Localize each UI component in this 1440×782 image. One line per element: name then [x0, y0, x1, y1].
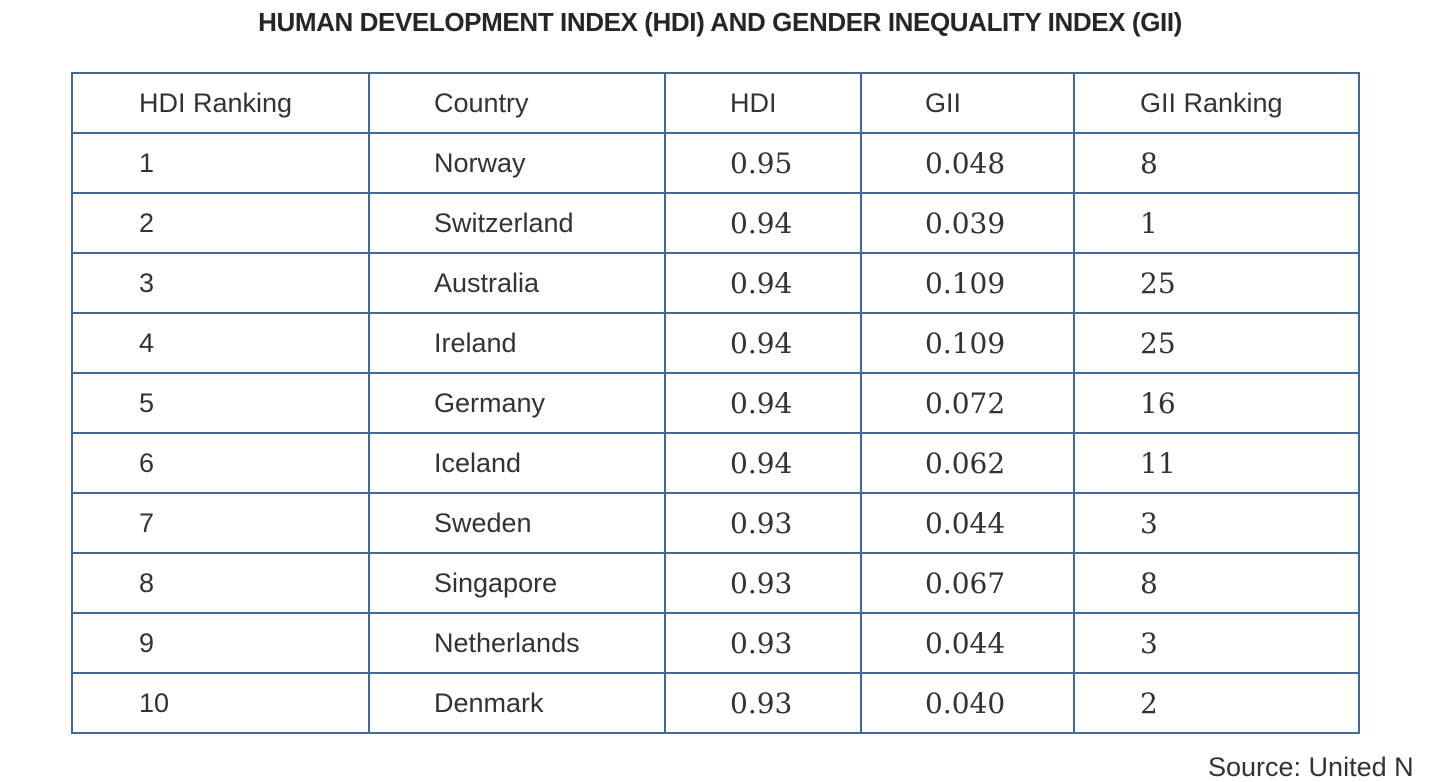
- gii-value-cell: 0.044: [860, 612, 1075, 674]
- hdi-ranking-cell: 3: [71, 252, 370, 314]
- hdi-value-cell: 0.94: [664, 192, 862, 254]
- column-header-gii: GII: [860, 72, 1075, 134]
- hdi-value-cell: 0.94: [664, 372, 862, 434]
- hdi-value-cell: 0.94: [664, 432, 862, 494]
- gii-value-cell: 0.067: [860, 552, 1075, 614]
- table-row: 9 Netherlands 0.93 0.044 3: [71, 612, 1360, 674]
- gii-ranking-cell: 8: [1073, 552, 1360, 614]
- country-cell: Netherlands: [368, 612, 666, 674]
- country-cell: Norway: [368, 132, 666, 194]
- country-cell: Switzerland: [368, 192, 666, 254]
- gii-value-cell: 0.048: [860, 132, 1075, 194]
- country-cell: Iceland: [368, 432, 666, 494]
- table-row: 2 Switzerland 0.94 0.039 1: [71, 192, 1360, 254]
- country-cell: Ireland: [368, 312, 666, 374]
- country-cell: Singapore: [368, 552, 666, 614]
- gii-ranking-cell: 3: [1073, 612, 1360, 674]
- gii-value-cell: 0.039: [860, 192, 1075, 254]
- country-cell: Germany: [368, 372, 666, 434]
- hdi-ranking-cell: 5: [71, 372, 370, 434]
- country-cell: Denmark: [368, 672, 666, 734]
- gii-ranking-cell: 25: [1073, 252, 1360, 314]
- table-row: 3 Australia 0.94 0.109 25: [71, 252, 1360, 314]
- hdi-value-cell: 0.93: [664, 492, 862, 554]
- column-header-gii-ranking: GII Ranking: [1073, 72, 1360, 134]
- table-row: 4 Ireland 0.94 0.109 25: [71, 312, 1360, 374]
- hdi-ranking-cell: 1: [71, 132, 370, 194]
- gii-ranking-cell: 1: [1073, 192, 1360, 254]
- gii-value-cell: 0.109: [860, 252, 1075, 314]
- hdi-ranking-cell: 9: [71, 612, 370, 674]
- hdi-ranking-cell: 6: [71, 432, 370, 494]
- hdi-ranking-cell: 2: [71, 192, 370, 254]
- hdi-value-cell: 0.94: [664, 312, 862, 374]
- hdi-gii-table: HDI Ranking Country HDI GII GII Ranking …: [71, 72, 1360, 734]
- hdi-value-cell: 0.94: [664, 252, 862, 314]
- gii-ranking-cell: 16: [1073, 372, 1360, 434]
- source-note: Source: United N: [1208, 752, 1414, 782]
- gii-value-cell: 0.040: [860, 672, 1075, 734]
- country-cell: Australia: [368, 252, 666, 314]
- hdi-value-cell: 0.93: [664, 612, 862, 674]
- table-row: 8 Singapore 0.93 0.067 8: [71, 552, 1360, 614]
- gii-ranking-cell: 3: [1073, 492, 1360, 554]
- table-row: 5 Germany 0.94 0.072 16: [71, 372, 1360, 434]
- table-title: HUMAN DEVELOPMENT INDEX (HDI) AND GENDER…: [258, 7, 1182, 37]
- hdi-value-cell: 0.93: [664, 672, 862, 734]
- table-row: 10 Denmark 0.93 0.040 2: [71, 672, 1360, 734]
- gii-ranking-cell: 11: [1073, 432, 1360, 494]
- column-header-hdi: HDI: [664, 72, 862, 134]
- column-header-country: Country: [368, 72, 666, 134]
- column-header-hdi-ranking: HDI Ranking: [71, 72, 370, 134]
- hdi-ranking-cell: 7: [71, 492, 370, 554]
- table-row: 1 Norway 0.95 0.048 8: [71, 132, 1360, 194]
- gii-value-cell: 0.109: [860, 312, 1075, 374]
- gii-ranking-cell: 8: [1073, 132, 1360, 194]
- hdi-ranking-cell: 8: [71, 552, 370, 614]
- hdi-ranking-cell: 10: [71, 672, 370, 734]
- hdi-value-cell: 0.93: [664, 552, 862, 614]
- gii-value-cell: 0.044: [860, 492, 1075, 554]
- gii-ranking-cell: 25: [1073, 312, 1360, 374]
- table-row: 7 Sweden 0.93 0.044 3: [71, 492, 1360, 554]
- gii-value-cell: 0.072: [860, 372, 1075, 434]
- hdi-value-cell: 0.95: [664, 132, 862, 194]
- country-cell: Sweden: [368, 492, 666, 554]
- gii-value-cell: 0.062: [860, 432, 1075, 494]
- table-body: 1 Norway 0.95 0.048 8 2 Switzerland 0.94 0.039 1 3…: [71, 132, 1360, 734]
- hdi-ranking-cell: 4: [71, 312, 370, 374]
- gii-ranking-cell: 2: [1073, 672, 1360, 734]
- header-row: HDI Ranking Country HDI GII GII Ranking: [71, 72, 1360, 134]
- table-row: 6 Iceland 0.94 0.062 11: [71, 432, 1360, 494]
